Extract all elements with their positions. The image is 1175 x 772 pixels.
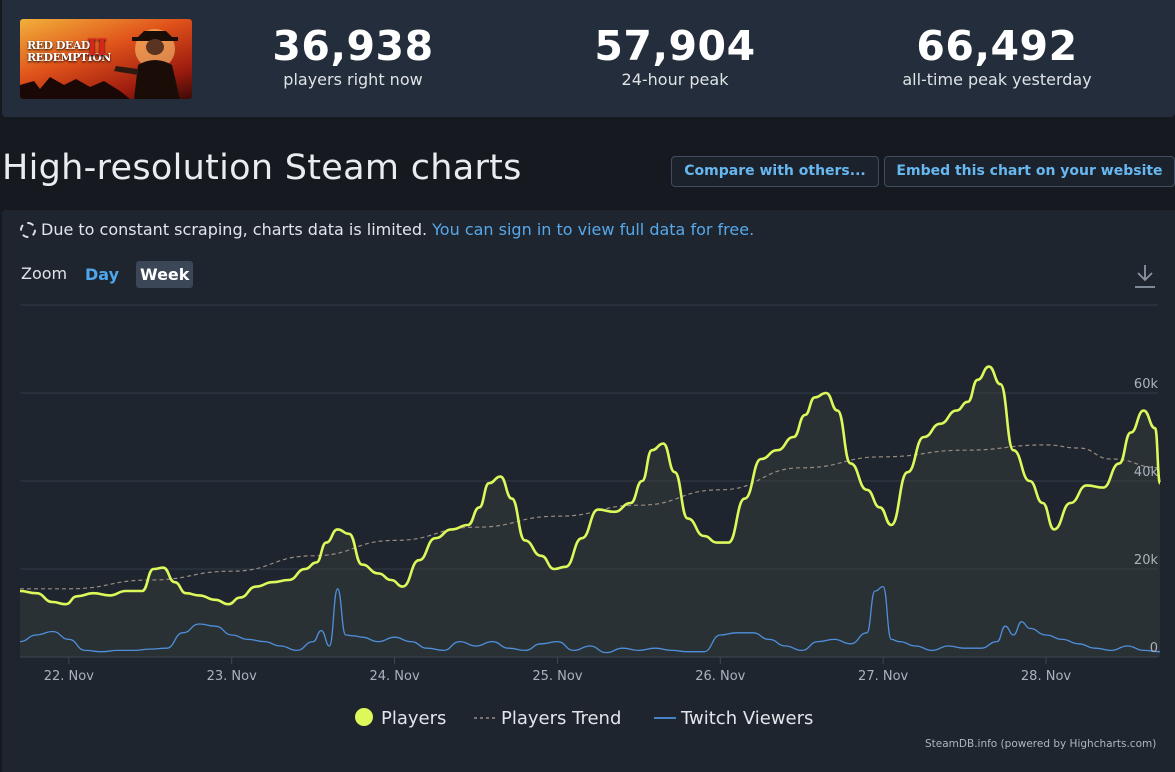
x-tick-label: 25. Nov xyxy=(532,669,582,684)
x-tick-label: 28. Nov xyxy=(1021,669,1071,684)
banner-line1: RED DEAD xyxy=(27,39,90,52)
y-tick-label: 20k xyxy=(1134,553,1159,568)
stat-label: players right now xyxy=(283,70,423,89)
chart-axes: 0 20k 40k 60k 22. Nov 23. Nov 24. Nov 25. Nov 26… xyxy=(44,377,1159,684)
x-tick-label: 22. Nov xyxy=(44,669,94,684)
stat-value: 66,492 xyxy=(916,22,1078,70)
chart-credits[interactable]: SteamDB.info (powered by Highcharts.com) xyxy=(925,738,1157,750)
zoom-week-button[interactable]: Week xyxy=(136,261,194,288)
banner-line2: REDEMPTION xyxy=(27,51,111,64)
game-banner[interactable]: RED DEAD REDEMPTION II xyxy=(20,19,192,99)
stat-value: 57,904 xyxy=(594,22,756,70)
stat-players-now: 36,938 players right now xyxy=(193,20,513,91)
page-title: High-resolution Steam charts xyxy=(2,148,522,188)
download-icon[interactable] xyxy=(1133,263,1157,289)
stat-value: 36,938 xyxy=(272,22,434,70)
legend-marker-players xyxy=(355,708,373,726)
players-area xyxy=(20,366,1160,657)
x-tick-label: 24. Nov xyxy=(369,669,419,684)
legend-label-twitch-viewers: Twitch Viewers xyxy=(680,708,813,729)
zoom-label: Zoom xyxy=(21,264,68,283)
loading-circle-icon xyxy=(20,222,36,238)
cowboy-silhouette-icon xyxy=(20,29,180,99)
scraping-notice: Due to constant scraping, charts data is… xyxy=(20,220,754,240)
stat-label: all-time peak yesterday xyxy=(902,70,1092,89)
stat-24h-peak: 57,904 24-hour peak xyxy=(515,20,835,91)
players-area-fill xyxy=(20,366,1160,657)
stats-bar xyxy=(2,0,1175,117)
y-tick-label: 0 xyxy=(1150,641,1158,656)
chart-series xyxy=(19,365,1162,654)
series-line-players xyxy=(19,365,1162,606)
chart-grid xyxy=(20,304,1158,658)
x-tick-label: 27. Nov xyxy=(858,669,908,684)
banner-numeral: II xyxy=(87,35,107,61)
sign-in-link[interactable]: You can sign in to view full data for fr… xyxy=(432,220,755,239)
chart-panel xyxy=(2,210,1175,772)
notice-text: Due to constant scraping, charts data is… xyxy=(41,220,428,239)
legend-label-players: Players xyxy=(381,708,446,729)
y-tick-label: 60k xyxy=(1134,377,1159,392)
legend-label-players-trend: Players Trend xyxy=(501,708,621,729)
series-line-twitch-viewers xyxy=(19,585,1161,654)
stat-label: 24-hour peak xyxy=(621,70,729,89)
series-line-players-trend xyxy=(19,444,1161,590)
banner-logo: RED DEAD REDEMPTION II xyxy=(27,35,111,64)
compare-button[interactable]: Compare with others... xyxy=(671,156,879,187)
stat-all-time-peak: 66,492 all-time peak yesterday xyxy=(837,20,1157,91)
chart-legend: Players Players Trend Twitch Viewers xyxy=(355,708,813,729)
embed-chart-button[interactable]: Embed this chart on your website xyxy=(884,156,1175,187)
zoom-day-button[interactable]: Day xyxy=(85,265,120,284)
x-tick-label: 26. Nov xyxy=(695,669,745,684)
x-tick-label: 23. Nov xyxy=(207,669,257,684)
y-tick-label: 40k xyxy=(1134,465,1159,480)
